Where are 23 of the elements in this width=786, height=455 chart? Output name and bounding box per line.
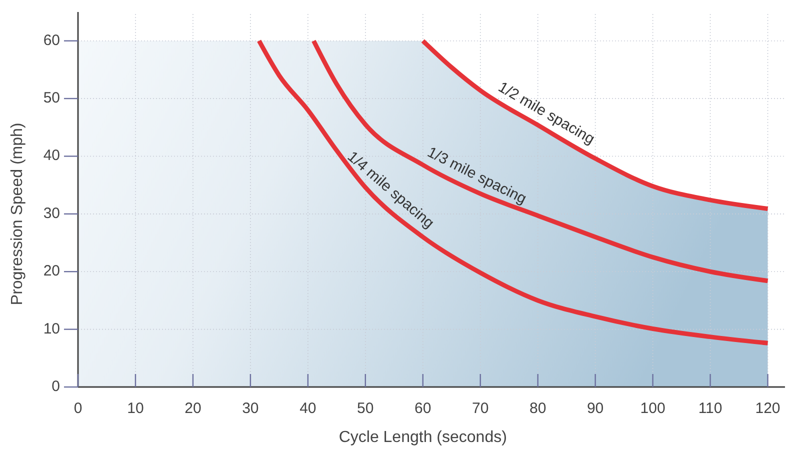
x-tick-label: 80 [529,400,546,417]
x-tick-label: 10 [127,400,144,417]
x-tick-label: 70 [472,400,489,417]
y-tick-label: 10 [43,320,60,338]
y-tick-label: 20 [43,262,60,280]
x-tick-label: 20 [184,400,202,417]
x-tick-label: 50 [357,400,374,417]
x-tick-label: 30 [242,400,259,417]
x-tick-label: 120 [755,400,780,417]
y-tick-label: 50 [43,90,60,107]
x-tick-label: 110 [698,400,722,417]
line-series [311,38,770,284]
x-tick-label: 90 [586,400,604,417]
y-tick-label: 40 [43,147,60,164]
y-tick-label: 0 [52,378,60,395]
y-tick-label: 60 [43,32,60,49]
x-tick-label: 60 [414,400,432,417]
x-tick-label: 40 [300,400,316,417]
x-tick-label: 100 [640,400,666,417]
x-axis-title: Cycle Length (seconds) [338,429,507,446]
y-axis-title: Progression Speed (mph) [9,122,26,306]
x-tick-label: 0 [74,400,82,417]
y-tick-label: 30 [43,204,60,222]
